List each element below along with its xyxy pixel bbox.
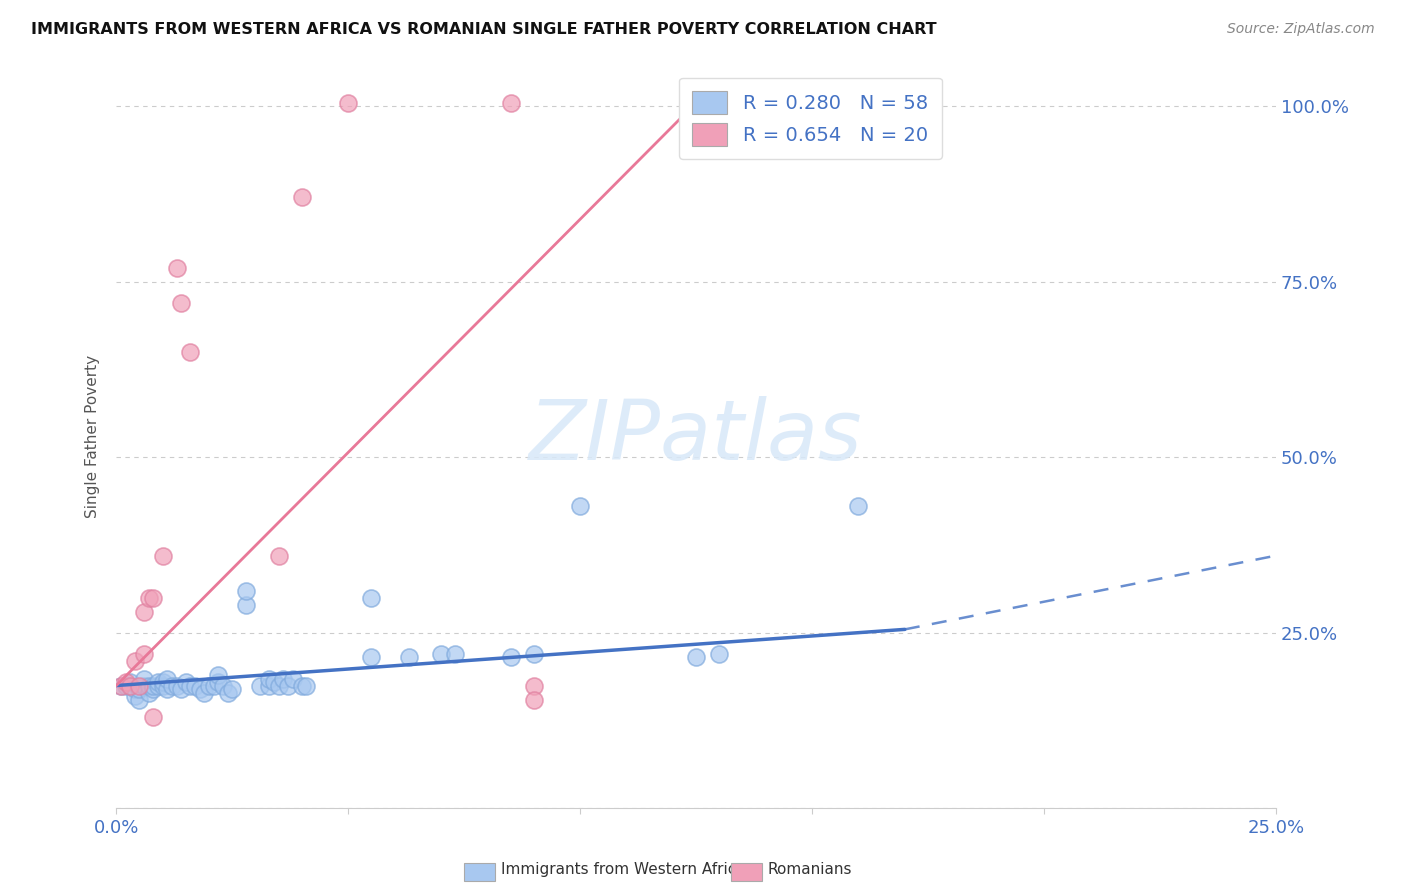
Point (160, 679, 183, 693)
Point (263, 675, 285, 690)
Point (291, 190, 314, 204)
Point (523, 679, 546, 693)
Point (132, 647, 155, 661)
Point (709, 647, 731, 661)
Point (848, 500, 870, 514)
Point (271, 672, 294, 686)
Text: ZIPatlas: ZIPatlas (529, 396, 863, 476)
Point (138, 685, 160, 699)
Point (152, 679, 174, 693)
Point (174, 675, 197, 690)
Point (221, 681, 243, 696)
Point (212, 679, 235, 693)
Text: Romanians: Romanians (768, 863, 852, 877)
Point (132, 672, 155, 686)
Point (235, 583, 257, 598)
Point (128, 679, 150, 693)
Point (291, 679, 314, 693)
Point (179, 679, 201, 693)
Point (430, 647, 453, 661)
Point (124, 689, 146, 703)
Point (569, 500, 592, 514)
Point (398, 650, 420, 665)
Point (170, 681, 193, 696)
Point (198, 679, 221, 693)
Point (523, 692, 546, 706)
Point (444, 647, 467, 661)
Point (193, 685, 215, 699)
Point (114, 675, 136, 690)
Text: Immigrants from Western Africa: Immigrants from Western Africa (501, 863, 745, 877)
Point (124, 681, 146, 696)
Point (277, 679, 299, 693)
Point (120, 675, 142, 690)
Point (179, 345, 201, 359)
Point (170, 295, 193, 310)
Point (152, 675, 174, 690)
Point (146, 675, 169, 690)
Point (114, 679, 136, 693)
Point (184, 679, 207, 693)
Text: IMMIGRANTS FROM WESTERN AFRICA VS ROMANIAN SINGLE FATHER POVERTY CORRELATION CHA: IMMIGRANTS FROM WESTERN AFRICA VS ROMANI… (31, 22, 936, 37)
Point (142, 710, 165, 724)
Point (156, 672, 179, 686)
Point (138, 679, 160, 693)
Point (166, 260, 188, 275)
Point (120, 679, 142, 693)
Point (146, 679, 169, 693)
Point (360, 650, 382, 665)
Point (259, 679, 281, 693)
Point (110, 679, 132, 693)
Point (295, 679, 318, 693)
Point (267, 679, 290, 693)
Point (128, 692, 150, 706)
Point (110, 679, 132, 693)
Point (281, 672, 304, 686)
Point (124, 654, 146, 668)
Point (152, 549, 174, 563)
Point (217, 685, 239, 699)
Point (132, 679, 155, 693)
Point (142, 591, 165, 605)
Point (235, 598, 257, 612)
Point (156, 681, 179, 696)
Point (120, 679, 142, 693)
Y-axis label: Single Father Poverty: Single Father Poverty (86, 355, 100, 518)
Point (249, 679, 271, 693)
Point (685, 650, 707, 665)
Point (337, 95, 360, 110)
Point (138, 591, 160, 605)
Point (259, 672, 281, 686)
Point (202, 679, 225, 693)
Point (499, 95, 522, 110)
Point (188, 681, 211, 696)
Point (166, 679, 188, 693)
Legend: R = 0.280   N = 58, R = 0.654   N = 20: R = 0.280 N = 58, R = 0.654 N = 20 (679, 78, 942, 160)
Point (499, 650, 522, 665)
Point (132, 605, 155, 619)
Point (142, 679, 165, 693)
Point (128, 681, 150, 696)
Point (267, 549, 290, 563)
Point (360, 591, 382, 605)
Point (523, 647, 546, 661)
Point (142, 681, 165, 696)
Point (207, 675, 229, 690)
Text: Source: ZipAtlas.com: Source: ZipAtlas.com (1227, 22, 1375, 37)
Point (207, 668, 229, 682)
